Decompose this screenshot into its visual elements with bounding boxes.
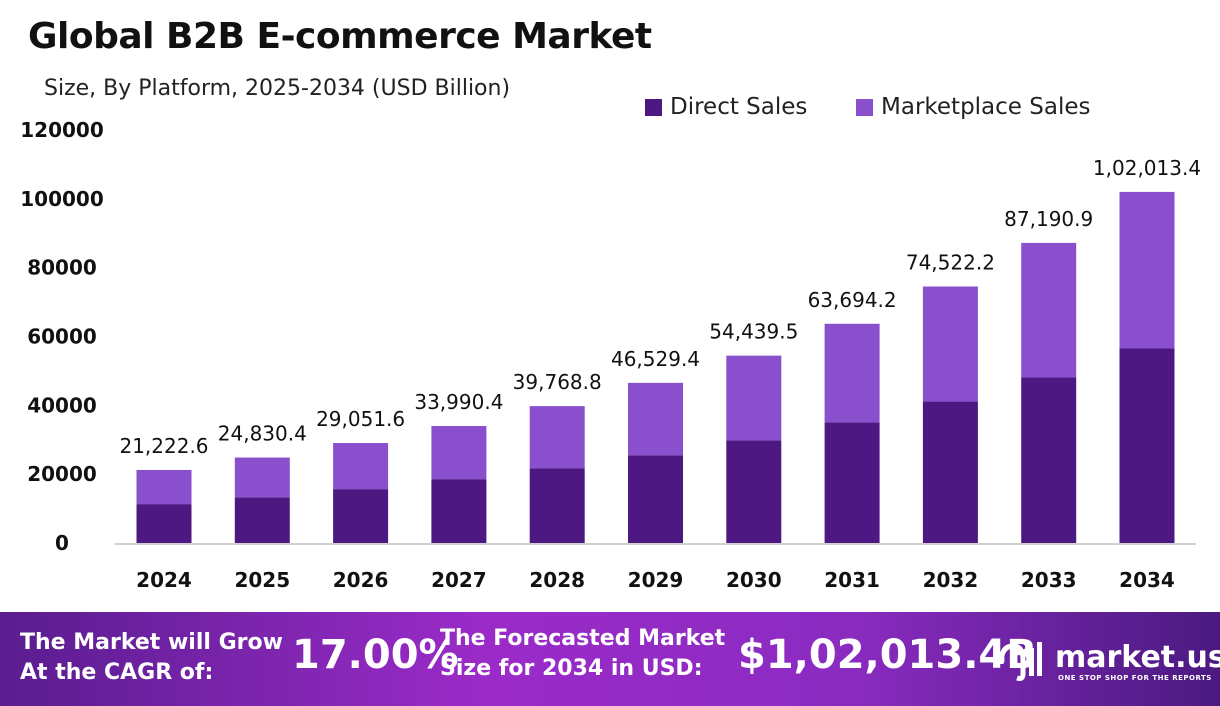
x-tick-label: 2025 bbox=[234, 568, 290, 592]
bar-marketplace-2028 bbox=[529, 406, 585, 469]
bar-marketplace-2029 bbox=[628, 382, 683, 456]
chart-subtitle: Size, By Platform, 2025-2034 (USD Billio… bbox=[44, 76, 511, 101]
x-tick-label: 2026 bbox=[333, 568, 389, 592]
cagr-label-2: At the CAGR of: bbox=[20, 660, 214, 685]
cagr-label-1: The Market will Grow bbox=[20, 630, 283, 655]
data-label: 33,990.4 bbox=[414, 390, 503, 414]
y-tick-label: 120000 bbox=[20, 118, 104, 142]
x-tick-label: 2031 bbox=[824, 568, 880, 592]
brand-tagline: ONE STOP SHOP FOR THE REPORTS bbox=[1058, 674, 1212, 682]
bar-marketplace-2033 bbox=[1021, 242, 1077, 378]
x-tick-label: 2032 bbox=[923, 568, 979, 592]
x-tick-label: 2024 bbox=[136, 568, 192, 592]
data-label: 63,694.2 bbox=[808, 288, 897, 312]
y-tick-label: 80000 bbox=[27, 256, 97, 280]
data-label: 74,522.2 bbox=[906, 251, 995, 275]
bar-direct-2033 bbox=[1021, 377, 1077, 543]
bar-marketplace-2030 bbox=[726, 355, 782, 441]
forecast-value: $1,02,013.4B bbox=[738, 632, 1037, 678]
footer-banner: The Market will Grow At the CAGR of: 17.… bbox=[0, 612, 1220, 706]
x-tick-label: 2027 bbox=[431, 568, 487, 592]
legend-marketplace-sales: Marketplace Sales bbox=[856, 94, 1090, 120]
forecast-label-2: Size for 2034 in USD: bbox=[440, 656, 703, 681]
bar-marketplace-2026 bbox=[333, 443, 389, 490]
market-us-logo-icon bbox=[998, 642, 1042, 681]
bar-marketplace-2027 bbox=[431, 426, 487, 480]
bar-direct-2031 bbox=[824, 422, 880, 543]
data-label: 24,830.4 bbox=[218, 422, 307, 446]
bar-direct-2034 bbox=[1119, 348, 1175, 543]
y-tick-label: 20000 bbox=[27, 462, 97, 486]
bar-marketplace-2025 bbox=[234, 457, 290, 498]
bar-direct-2024 bbox=[136, 504, 192, 543]
legend-swatch-direct bbox=[645, 98, 662, 116]
y-tick-label: 100000 bbox=[20, 187, 104, 211]
legend-swatch-marketplace bbox=[856, 98, 873, 116]
data-label: 1,02,013.4 bbox=[1093, 156, 1201, 180]
bar-marketplace-2034 bbox=[1119, 191, 1175, 349]
y-tick-label: 40000 bbox=[27, 393, 97, 417]
x-tick-label: 2028 bbox=[529, 568, 585, 592]
bar-direct-2027 bbox=[431, 479, 487, 543]
bar-chart: 0 20000 40000 60000 80000 100000 120000 21,222.… bbox=[20, 118, 1201, 592]
legend-label: Marketplace Sales bbox=[881, 94, 1091, 120]
data-label: 39,768.8 bbox=[513, 370, 602, 394]
bar-direct-2028 bbox=[529, 468, 585, 543]
y-tick-label: 60000 bbox=[27, 325, 97, 349]
data-label: 54,439.5 bbox=[709, 320, 798, 344]
y-tick-label: 0 bbox=[55, 531, 69, 555]
data-label: 21,222.6 bbox=[119, 434, 208, 458]
chart-title: Global B2B E-commerce Market bbox=[28, 16, 652, 57]
bar-direct-2026 bbox=[333, 489, 389, 543]
x-tick-label: 2030 bbox=[726, 568, 782, 592]
data-label: 87,190.9 bbox=[1004, 207, 1093, 231]
data-label: 46,529.4 bbox=[611, 347, 700, 371]
x-tick-label: 2034 bbox=[1119, 568, 1175, 592]
cagr-value: 17.00% bbox=[292, 632, 459, 678]
bar-direct-2030 bbox=[726, 440, 782, 543]
legend-direct-sales: Direct Sales bbox=[645, 94, 807, 120]
data-label: 29,051.6 bbox=[316, 407, 405, 431]
bar-marketplace-2024 bbox=[136, 469, 192, 505]
x-tick-label: 2033 bbox=[1021, 568, 1077, 592]
bar-direct-2032 bbox=[922, 401, 978, 543]
bar-direct-2025 bbox=[234, 497, 290, 543]
forecast-label-1: The Forecasted Market bbox=[440, 626, 726, 651]
x-tick-label: 2029 bbox=[628, 568, 684, 592]
brand-name: market.us bbox=[1055, 640, 1220, 675]
legend-label: Direct Sales bbox=[670, 94, 808, 120]
bar-direct-2029 bbox=[628, 455, 683, 543]
bar-marketplace-2031 bbox=[824, 323, 880, 423]
bar-marketplace-2032 bbox=[922, 286, 978, 402]
